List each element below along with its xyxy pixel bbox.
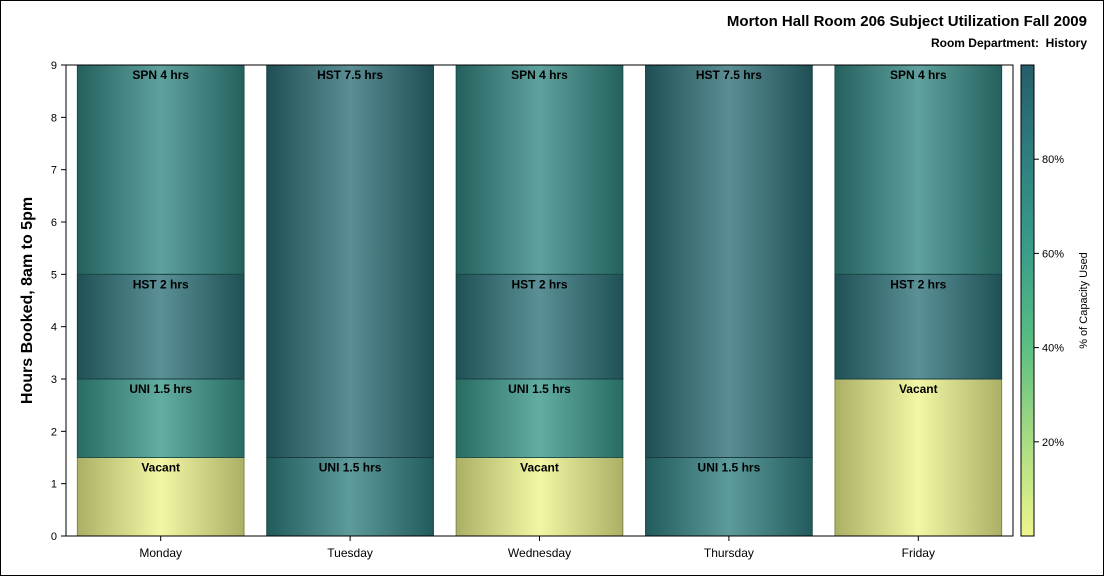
bar-segment bbox=[266, 64, 434, 458]
segment-label: HST 2 hrs bbox=[890, 277, 946, 291]
chart-subtitle: Room Department: History bbox=[931, 36, 1087, 50]
bar-segment bbox=[76, 273, 245, 380]
x-tick-label: Wednesday bbox=[508, 546, 571, 560]
colorbar-scale bbox=[1020, 64, 1035, 537]
segment-label: UNI 1.5 hrs bbox=[319, 461, 382, 475]
segment-label: SPN 4 hrs bbox=[890, 68, 947, 82]
axes-layer: 0 1 2 3 4 5 6 7 8 9 Monday Tuesday Wednesday Thursday… bbox=[19, 60, 1014, 560]
colorbar-tick-label: 60% bbox=[1042, 248, 1064, 260]
segment-label: HST 7.5 hrs bbox=[317, 68, 383, 82]
bar-segment bbox=[455, 378, 624, 458]
colorbar-label: % of Capacity Used bbox=[1078, 252, 1090, 349]
x-tick-label: Friday bbox=[902, 546, 935, 560]
y-tick-label: 3 bbox=[51, 374, 57, 386]
y-tick-label: 7 bbox=[51, 165, 57, 177]
y-tick-label: 0 bbox=[51, 531, 57, 543]
bar-segment bbox=[645, 64, 813, 458]
segment-label: SPN 4 hrs bbox=[511, 68, 568, 82]
segment-label: SPN 4 hrs bbox=[132, 68, 189, 82]
segment-label: Vacant bbox=[520, 461, 559, 475]
subtitle-value: History bbox=[1045, 36, 1087, 50]
segment-label: HST 2 hrs bbox=[511, 277, 567, 291]
segment-label: Vacant bbox=[141, 461, 180, 475]
y-tick-label: 4 bbox=[51, 322, 57, 334]
y-tick-label: 2 bbox=[51, 426, 57, 438]
bar-segment bbox=[455, 64, 624, 275]
y-tick-label: 5 bbox=[51, 269, 57, 281]
segment-label: UNI 1.5 hrs bbox=[508, 382, 571, 396]
colorbar-tick-label: 20% bbox=[1042, 437, 1064, 449]
bar-segment bbox=[834, 273, 1003, 380]
x-tick-label: Monday bbox=[139, 546, 182, 560]
bar-segment bbox=[76, 457, 245, 537]
bar-segment bbox=[76, 378, 245, 458]
bar-segment bbox=[834, 64, 1003, 275]
bar-segment bbox=[455, 457, 624, 537]
segment-label: HST 2 hrs bbox=[133, 277, 189, 291]
bar-segment bbox=[76, 64, 245, 275]
x-tick-label: Tuesday bbox=[327, 546, 373, 560]
bars-layer: Vacant UNI 1.5 hrs HST 2 hrs SPN 4 hrs UNI 1… bbox=[76, 64, 1003, 537]
bar-segment bbox=[645, 457, 813, 537]
chart-title: Morton Hall Room 206 Subject Utilization… bbox=[726, 13, 1087, 30]
segment-label: HST 7.5 hrs bbox=[696, 68, 762, 82]
y-tick-label: 6 bbox=[51, 217, 57, 229]
segment-label: UNI 1.5 hrs bbox=[129, 382, 192, 396]
y-tick-label: 1 bbox=[51, 479, 57, 491]
y-axis-label: Hours Booked, 8am to 5pm bbox=[19, 197, 36, 404]
subtitle-label: Room Department: bbox=[930, 36, 1039, 50]
bar-segment bbox=[266, 457, 434, 537]
colorbar-tick-label: 80% bbox=[1042, 154, 1064, 166]
y-tick-label: 8 bbox=[51, 112, 57, 124]
colorbar: 20% 40% 60% 80% % of Capacity Used bbox=[1020, 64, 1090, 537]
bar-segment bbox=[455, 273, 624, 380]
colorbar-tick-label: 40% bbox=[1042, 343, 1064, 355]
segment-label: Vacant bbox=[899, 382, 938, 396]
bar-segment bbox=[834, 378, 1003, 537]
y-tick-label: 9 bbox=[51, 60, 57, 72]
segment-label: UNI 1.5 hrs bbox=[698, 461, 761, 475]
x-tick-label: Thursday bbox=[704, 546, 754, 560]
